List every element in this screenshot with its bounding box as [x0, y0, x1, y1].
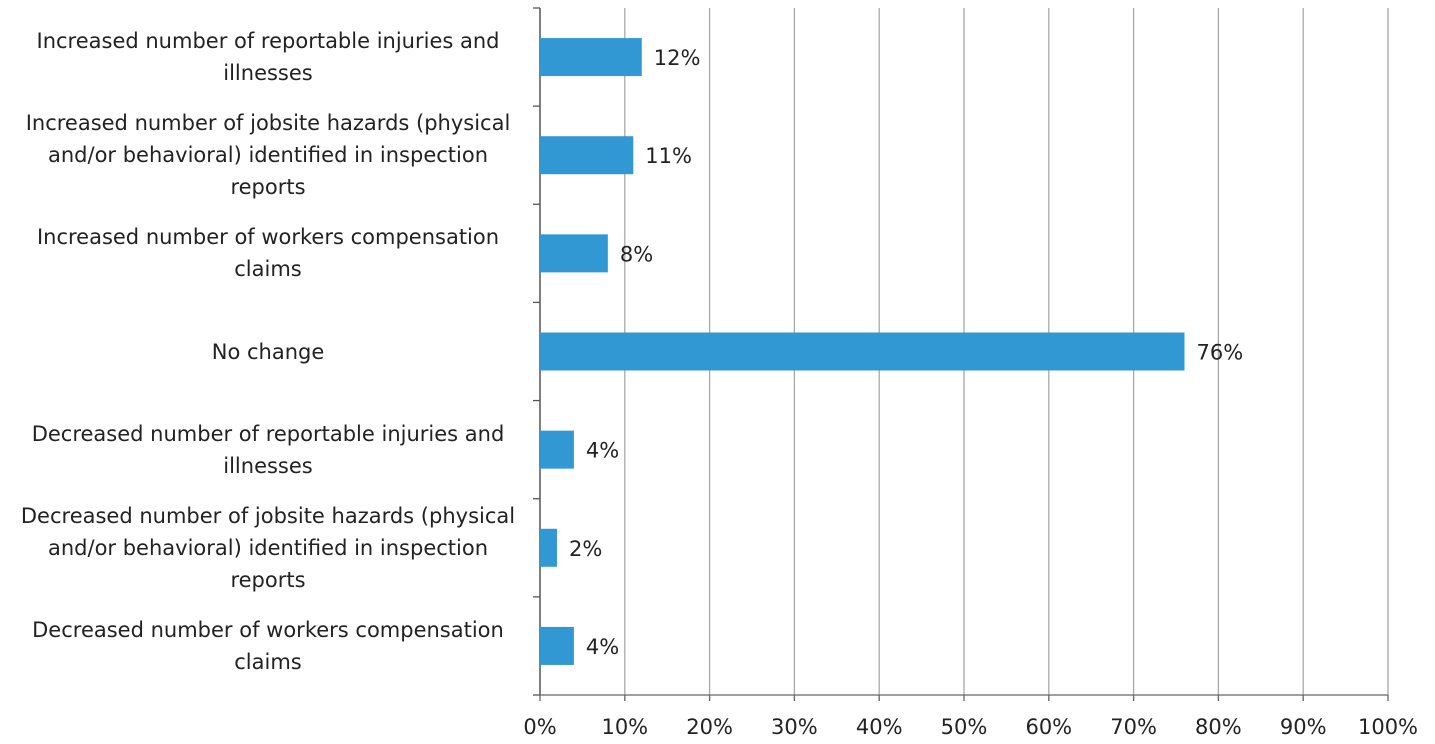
value-label: 12%	[654, 46, 701, 70]
category-label: Increased number of jobsite hazards (phy…	[25, 111, 511, 200]
x-tick-label: 80%	[1195, 715, 1242, 739]
category-label: Increased number of workers compensation…	[36, 225, 500, 282]
bar	[540, 430, 574, 469]
bar	[540, 332, 1185, 371]
x-tick-label: 60%	[1025, 715, 1072, 739]
value-label: 4%	[586, 635, 619, 659]
bar	[540, 234, 608, 273]
x-tick-label: 70%	[1110, 715, 1157, 739]
x-tick-label: 100%	[1358, 715, 1418, 739]
value-label: 2%	[569, 537, 602, 561]
category-label: Decreased number of reportable injuries …	[31, 421, 505, 478]
value-label: 76%	[1196, 341, 1243, 365]
bar	[540, 626, 574, 665]
x-tick-label: 90%	[1280, 715, 1327, 739]
x-tick-label: 50%	[941, 715, 988, 739]
x-tick-label: 30%	[771, 715, 818, 739]
bar	[540, 136, 634, 175]
x-tick-label: 10%	[601, 715, 648, 739]
value-label: 11%	[645, 144, 692, 168]
value-label: 8%	[620, 242, 653, 266]
value-label: 4%	[586, 439, 619, 463]
category-label: Decreased number of workers compensation…	[32, 617, 504, 674]
x-tick-label: 0%	[523, 715, 556, 739]
category-label: Decreased number of jobsite hazards (phy…	[20, 503, 516, 592]
category-label: No change	[211, 339, 325, 364]
bar	[540, 528, 557, 567]
category-label: Increased number of reportable injuries …	[36, 29, 500, 86]
x-tick-label: 40%	[856, 715, 903, 739]
x-tick-label: 20%	[686, 715, 733, 739]
bar	[540, 38, 642, 77]
